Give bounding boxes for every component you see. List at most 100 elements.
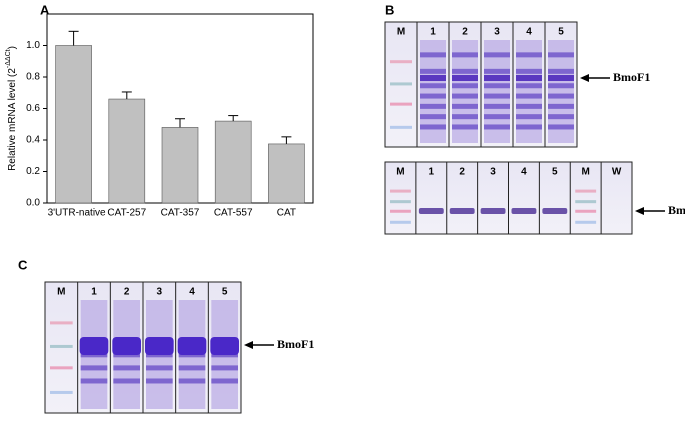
protein-band [79,337,109,355]
protein-band [420,124,446,130]
lane-label: 1 [91,287,97,298]
protein-band [484,75,510,81]
marker-band [575,200,597,204]
protein-band [484,68,510,74]
y-tick-label: 0.0 [26,198,40,209]
protein-band [511,208,537,214]
panel-label: A [40,2,50,17]
x-tick-label: CAT-357 [161,208,200,219]
protein-band [480,208,506,214]
protein-band [484,52,510,58]
protein-band [516,68,542,74]
lane-label: 2 [459,167,465,178]
protein-band [516,52,542,58]
band-label: BmoF1 [277,337,314,351]
protein-band [516,75,542,81]
lane-label: 3 [494,27,500,38]
protein-band [178,365,206,371]
panel-label: C [18,257,28,272]
marker-band [390,60,412,64]
bar [161,127,199,204]
protein-band [516,83,542,89]
protein-band [80,365,108,371]
protein-band [516,114,542,120]
marker-band [575,209,597,213]
lane-label: 5 [222,287,228,298]
protein-band [548,83,574,89]
protein-band [420,93,446,99]
arrow-head [244,341,253,349]
protein-band [452,68,478,74]
protein-band [516,93,542,99]
protein-band [420,52,446,58]
protein-band [452,114,478,120]
protein-band [542,208,568,214]
protein-band [452,124,478,130]
x-tick-label: CAT-557 [214,208,253,219]
protein-band [548,68,574,74]
protein-band [548,52,574,58]
lane-label: 5 [558,27,564,38]
bar [268,143,305,204]
marker-band [575,220,597,224]
y-tick-label: 0.6 [26,103,40,114]
lane-label: M [396,167,404,178]
lane-label: M [397,27,405,38]
protein-band [452,103,478,109]
x-tick-label: 3'UTR-native [48,208,106,219]
marker-band [390,102,412,106]
lane-label: 4 [189,287,195,298]
protein-band [420,103,446,109]
y-tick-label: 1.0 [26,40,40,51]
marker-band [50,321,73,325]
marker-band [390,209,411,213]
protein-band [178,378,206,384]
arrow-head [635,207,644,215]
protein-band [452,93,478,99]
lane-label: 3 [490,167,496,178]
lane-label: 2 [462,27,468,38]
error-bar [121,91,132,100]
protein-band [145,337,174,355]
protein-band [484,114,510,120]
protein-band [420,68,446,74]
protein-band [516,124,542,130]
y-tick-label: 0.8 [26,72,40,83]
band-label: BmoF1 [613,70,650,84]
protein-band [420,83,446,89]
protein-band [146,365,173,371]
panel-label: B [385,2,394,17]
protein-band [211,378,238,384]
protein-band [210,337,239,355]
lane-label: 3 [157,287,163,298]
protein-band [452,75,478,81]
protein-band [548,124,574,130]
y-axis-label: Relative mRNA level (2-ΔΔCt) [5,46,17,171]
protein-band [548,114,574,120]
protein-band [146,378,173,384]
protein-band [484,83,510,89]
x-tick-label: CAT [277,208,296,219]
marker-band [575,189,597,193]
protein-band [452,52,478,58]
y-axis-label-part: -ΔΔCt [5,49,12,68]
marker-band [390,125,412,129]
protein-band [449,208,475,214]
x-tick-label: CAT-257 [107,208,146,219]
lane-label: M [57,287,65,298]
protein-band [177,337,207,355]
protein-band [484,124,510,130]
error-bar [281,136,292,144]
marker-band [390,82,412,86]
protein-band [484,93,510,99]
error-bar [68,30,79,46]
marker-band [50,344,73,348]
protein-band [420,114,446,120]
protein-band [452,83,478,89]
bar [108,98,146,204]
protein-band [484,103,510,109]
y-tick-label: 0.4 [26,135,40,146]
protein-band [418,208,444,214]
marker-band [390,200,411,204]
